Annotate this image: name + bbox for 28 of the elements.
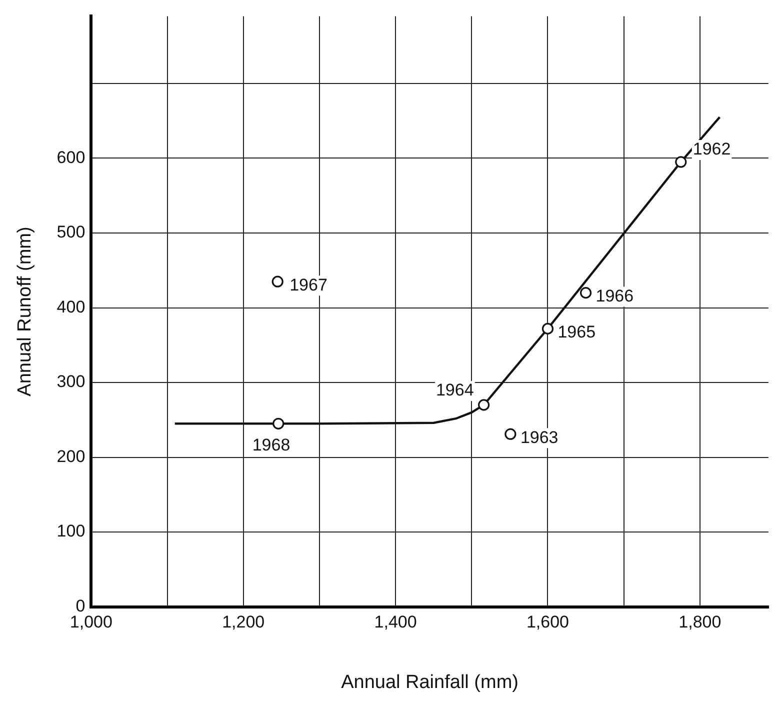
x-tick-label: 1,200 [222,612,265,632]
point [272,276,284,288]
annotation: 1963 [520,428,558,447]
point [478,399,490,411]
y-tick-label: 500 [56,222,86,242]
annotation: 1968 [252,435,290,454]
annotation: 1964 [436,380,474,400]
y-tick-label: 600 [56,148,86,167]
annotation: 1965 [558,322,596,342]
point [580,287,592,299]
point [504,428,516,440]
annotation: 1962 [692,140,731,159]
point [675,156,687,168]
y-tick-label: 200 [56,446,86,466]
x-tick-label: 1,800 [678,612,722,632]
point [272,418,284,430]
y-tick-label: 400 [56,297,86,316]
y-axis-title: Annual Runoff (mm) [14,226,36,396]
x-tick-label: 1,000 [70,612,112,632]
annotation: 1966 [596,286,634,306]
point [542,322,554,334]
y-tick-label: 0 [76,596,86,616]
x-axis-title: Annual Rainfall (mm) [341,672,518,693]
annotation: 1967 [290,275,328,294]
x-tick-label: 1,600 [526,612,569,632]
y-tick-label: 100 [56,522,86,541]
x-tick-label: 1,400 [374,612,417,632]
y-tick-label: 300 [56,372,86,392]
